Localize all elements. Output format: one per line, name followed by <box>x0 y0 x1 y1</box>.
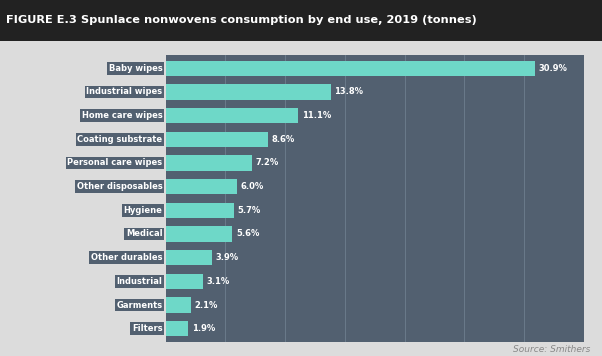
Bar <box>166 179 237 194</box>
Text: Garments: Garments <box>116 300 163 310</box>
Text: Industrial wipes: Industrial wipes <box>87 87 163 96</box>
Text: Home care wipes: Home care wipes <box>82 111 163 120</box>
Bar <box>166 84 330 100</box>
Text: 7.2%: 7.2% <box>255 158 279 167</box>
Text: 3.9%: 3.9% <box>216 253 239 262</box>
Text: Hygiene: Hygiene <box>123 206 163 215</box>
Bar <box>166 226 232 242</box>
Text: Baby wipes: Baby wipes <box>109 64 163 73</box>
Text: Industrial: Industrial <box>117 277 163 286</box>
Text: 11.1%: 11.1% <box>302 111 331 120</box>
Text: 8.6%: 8.6% <box>272 135 295 144</box>
Text: FIGURE E.3 Spunlace nonwovens consumption by end use, 2019 (tonnes): FIGURE E.3 Spunlace nonwovens consumptio… <box>6 15 477 26</box>
Bar <box>166 250 212 265</box>
Bar <box>166 203 234 218</box>
Text: 5.7%: 5.7% <box>237 206 261 215</box>
Bar <box>166 155 252 171</box>
Bar <box>166 132 268 147</box>
Text: Other durables: Other durables <box>91 253 163 262</box>
Text: Coating substrate: Coating substrate <box>78 135 163 144</box>
Text: 30.9%: 30.9% <box>539 64 568 73</box>
Bar <box>166 321 188 336</box>
Text: Other disposables: Other disposables <box>77 182 163 191</box>
Text: Medical: Medical <box>126 230 163 239</box>
Text: Source: Smithers: Source: Smithers <box>512 345 590 354</box>
Text: 2.1%: 2.1% <box>194 300 217 310</box>
Text: 3.1%: 3.1% <box>206 277 229 286</box>
Bar <box>166 61 535 76</box>
Text: 6.0%: 6.0% <box>241 182 264 191</box>
Text: Personal care wipes: Personal care wipes <box>67 158 163 167</box>
Bar <box>166 274 203 289</box>
Bar <box>166 108 298 123</box>
Text: 5.6%: 5.6% <box>236 230 259 239</box>
Text: 13.8%: 13.8% <box>334 87 363 96</box>
Bar <box>166 297 191 313</box>
Text: Filters: Filters <box>132 324 163 333</box>
Text: 1.9%: 1.9% <box>192 324 215 333</box>
